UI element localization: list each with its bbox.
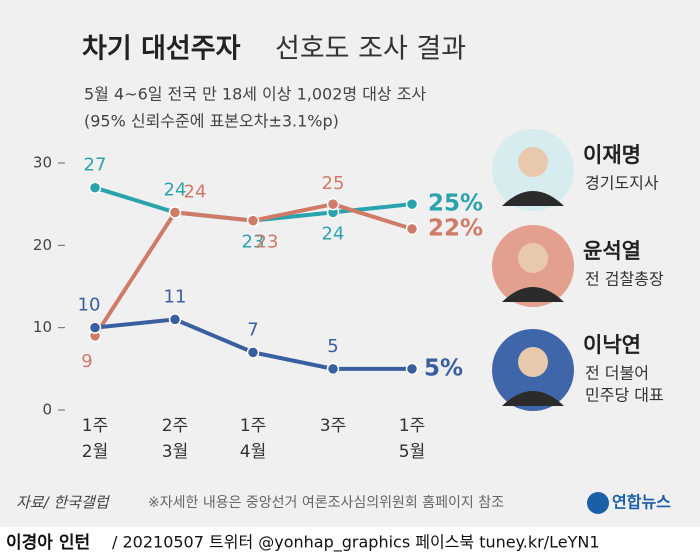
legend-name: 윤석열 — [583, 239, 641, 263]
value-label: 24 — [184, 181, 207, 202]
credit-bar — [0, 527, 700, 557]
end-label: 22% — [428, 215, 483, 241]
legend-role: 민주당 대표 — [585, 386, 664, 405]
point — [88, 321, 102, 334]
credit-author: 이경아 인턴 — [6, 533, 90, 553]
portrait-body — [502, 391, 564, 406]
legend-role: 전 검찰총장 — [585, 270, 664, 289]
portrait-head — [518, 243, 548, 273]
y-tick-label: 20 — [33, 236, 52, 254]
x-tick-label: 2월 — [82, 442, 108, 462]
point — [168, 313, 182, 326]
value-label: 10 — [78, 295, 101, 316]
credit: / 20210507 트위터 @yonhap_graphics 페이스북 tun… — [112, 533, 600, 553]
end-label: 5% — [424, 355, 463, 381]
point — [326, 362, 340, 376]
background — [0, 0, 700, 527]
subtitle: 5월 4~6일 전국 만 18세 이상 1,002명 대상 조사 — [84, 85, 426, 104]
legend-role: 전 더불어 — [585, 364, 649, 383]
x-tick-label: 1주 — [240, 416, 266, 436]
point — [246, 346, 260, 359]
y-tick-label: 10 — [33, 318, 52, 336]
x-tick-label: 1주 — [399, 416, 425, 436]
value-label: 9 — [81, 351, 92, 372]
point — [405, 362, 419, 376]
chart-title: 차기 대선주자 — [82, 34, 241, 65]
chart-title: 선호도 조사 결과 — [275, 34, 466, 65]
source: 자료/ 한국갤럽 — [16, 494, 111, 512]
portrait-head — [518, 347, 548, 377]
end-label: 25% — [428, 191, 483, 217]
legend-name: 이재명 — [583, 143, 641, 167]
value-label: 23 — [242, 232, 265, 253]
note: ※자세한 내용은 중앙선거 여론조사심의위원회 홈페이지 참조 — [148, 495, 504, 511]
value-label: 24 — [164, 179, 187, 200]
logo-icon — [587, 492, 609, 514]
logo: 연합뉴스 — [612, 493, 671, 512]
x-tick-label: 3주 — [320, 416, 346, 436]
x-tick-label: 5월 — [399, 442, 425, 462]
portrait-body — [502, 191, 564, 206]
y-tick-label: 30 — [33, 154, 52, 172]
portrait-body — [502, 287, 564, 302]
point — [88, 181, 102, 194]
value-label: 7 — [247, 319, 258, 340]
portrait-head — [518, 147, 548, 177]
value-label: 11 — [164, 286, 187, 307]
legend-role: 경기도지사 — [585, 174, 659, 193]
value-label: 25 — [322, 173, 345, 194]
point — [326, 197, 340, 211]
value-label: 27 — [84, 155, 107, 176]
subtitle: (95% 신뢰수준에 표본오차±3.1%p) — [84, 112, 339, 131]
x-tick-label: 3월 — [162, 442, 188, 462]
y-tick-label: 0 — [42, 401, 52, 419]
point — [168, 206, 182, 219]
point — [246, 214, 260, 227]
point — [405, 222, 419, 236]
x-tick-label: 4월 — [240, 442, 266, 462]
x-tick-label: 1주 — [82, 416, 108, 436]
value-label: 23 — [256, 232, 279, 253]
x-tick-label: 2주 — [162, 416, 188, 436]
legend-name: 이낙연 — [583, 333, 641, 357]
value-label: 24 — [322, 223, 345, 244]
point — [405, 197, 419, 211]
value-label: 5 — [327, 336, 338, 357]
